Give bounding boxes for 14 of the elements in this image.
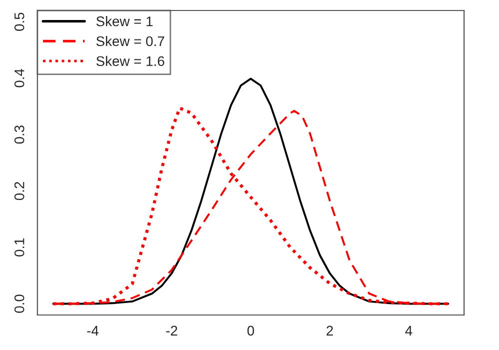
legend-label: Skew = 0.7 [96, 36, 164, 46]
legend-label: Skew = 1 [96, 16, 153, 26]
x-tick-label: -4 [87, 326, 98, 336]
y-tick-label: 0.4 [14, 68, 24, 88]
x-tick-label: -2 [166, 326, 178, 336]
y-tick-label: 0.3 [14, 126, 24, 144]
y-tick-label: 0.0 [14, 294, 24, 313]
x-tick-label: 4 [405, 326, 412, 336]
x-tick-label: 2 [326, 326, 333, 336]
y-tick-label: 0.2 [14, 182, 24, 200]
legend-label: Skew = 1.6 [96, 56, 164, 66]
y-tick-label: 0.5 [14, 12, 24, 31]
x-tick-label: 0 [247, 326, 254, 336]
y-tick-label: 0.1 [14, 238, 24, 256]
